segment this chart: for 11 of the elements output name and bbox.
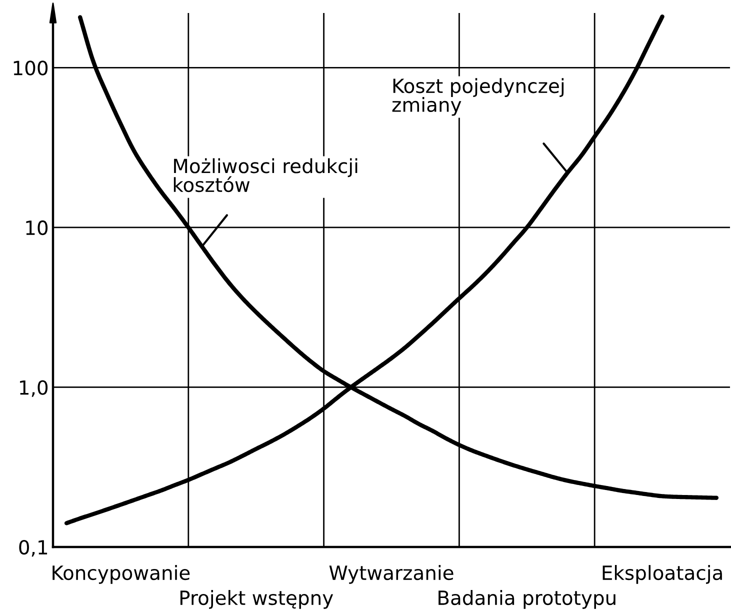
- x-tick-label: Projekt wstępny: [180, 590, 334, 609]
- y-tick-label: 1,0: [20, 380, 48, 397]
- series-label: Możliwosci redukcji kosztów: [174, 158, 358, 192]
- x-tick-label: Badania prototypu: [438, 590, 616, 609]
- y-tick-label: 10: [26, 220, 48, 236]
- y-tick-label: 0,1: [19, 540, 48, 557]
- series-label: Koszt pojedynczej zmiany: [392, 78, 564, 116]
- x-tick-label: Wytwarzanie: [329, 565, 454, 584]
- x-tick-label: Koncypowanie: [52, 565, 190, 584]
- y-tick-label: 100: [14, 60, 48, 76]
- x-tick-label: Eksploatacja: [602, 565, 722, 584]
